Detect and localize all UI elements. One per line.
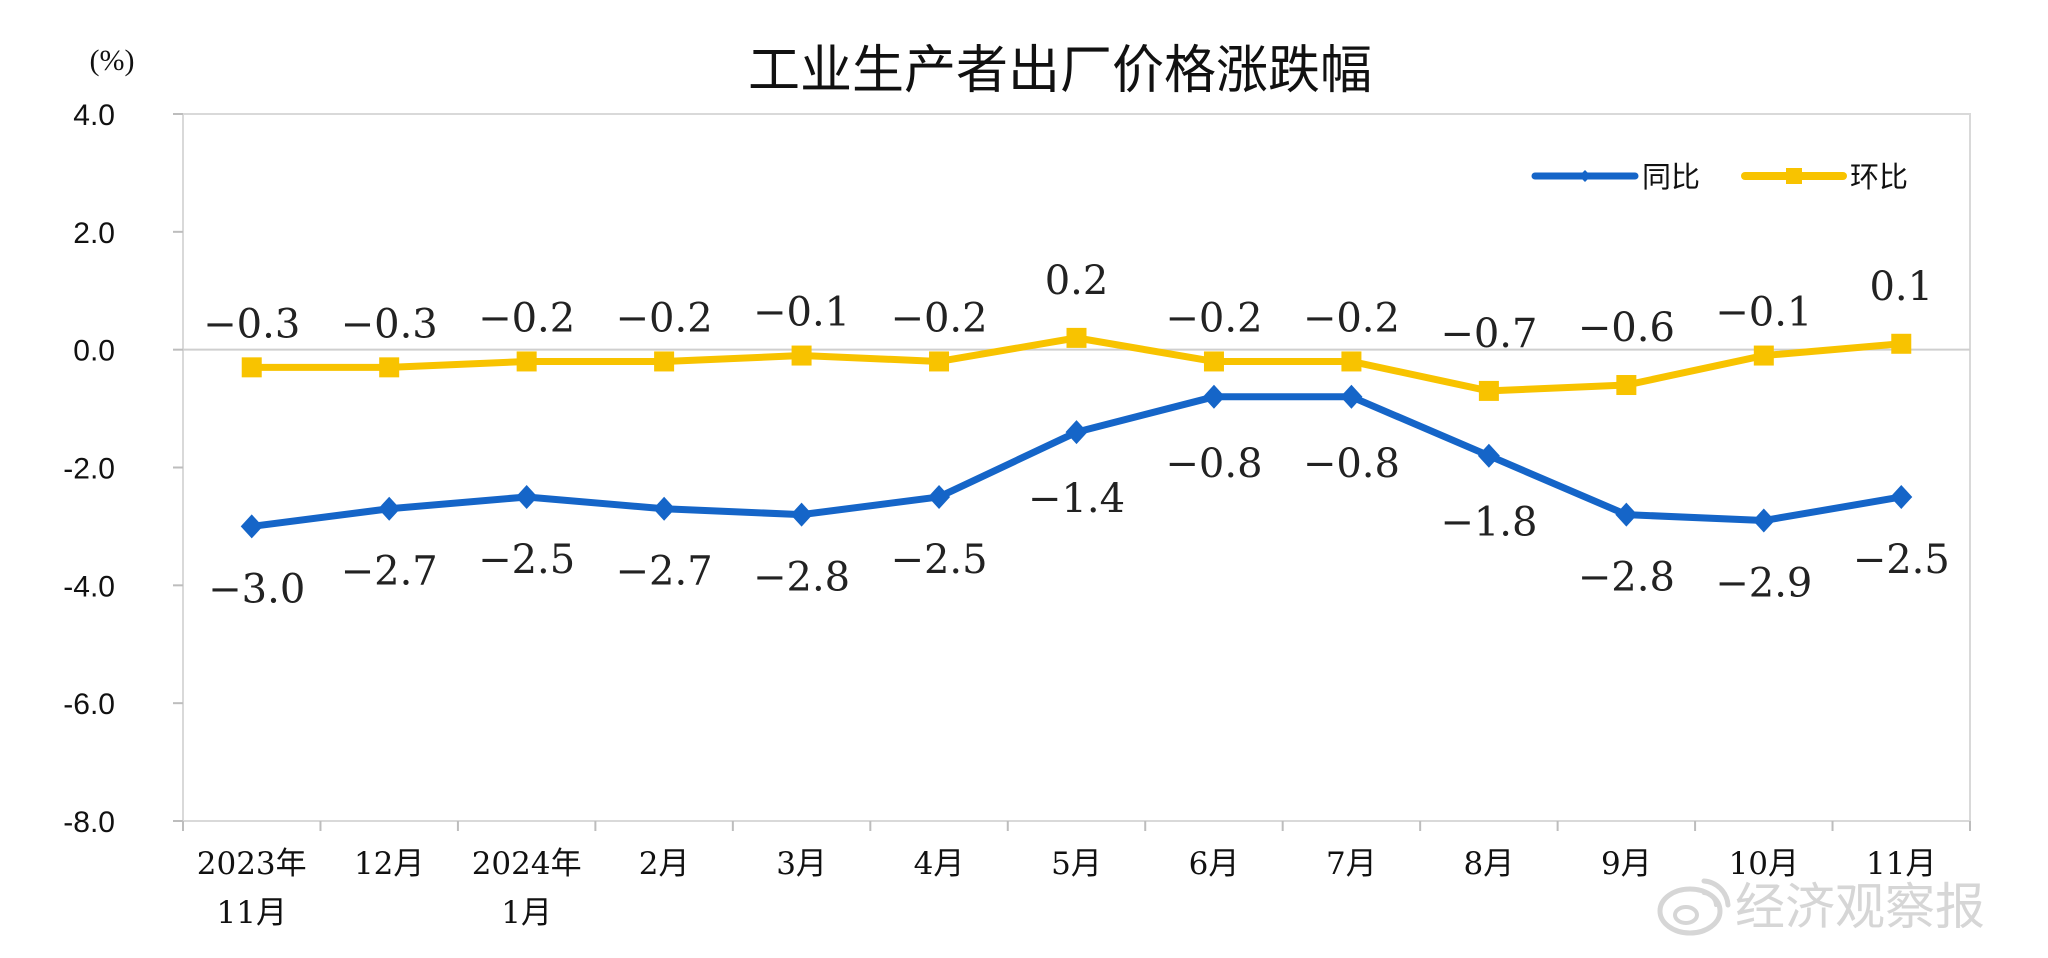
data-point-mom [1891,333,1912,354]
data-label-yoy: −3.0 [208,566,305,612]
y-tick-label: -8.0 [63,806,115,839]
data-point-yoy [1752,508,1775,533]
data-label-yoy: −2.8 [753,555,850,601]
legend-item-mom: 环比 [1741,160,1908,194]
data-point-mom [654,351,675,372]
data-point-yoy [653,496,676,521]
data-labels: −0.3 −0.3 −0.2 −0.2 −0.1 −0.20.2−0.2 −0.2 −0.7−… [203,258,1950,613]
legend-marker-yoy [1579,170,1591,182]
data-label-yoy: −2.5 [1853,537,1950,583]
data-label-yoy: −2.7 [616,549,713,595]
data-label-mom: 0.2 [1045,258,1109,304]
data-point-mom [1753,345,1774,366]
legend: 同比 环比 [1531,160,1908,194]
watermark-text: 经济观察报 [1735,878,1985,936]
x-tick-label: 1月 [501,895,552,931]
x-tick-label: 4月 [914,846,965,882]
x-tick-label: 8月 [1464,846,1515,882]
data-point-mom [379,357,400,378]
data-point-mom [1066,327,1087,348]
data-label-yoy: −1.4 [1028,476,1125,522]
data-point-mom [1478,380,1499,401]
x-tick-label: 2023年 [197,846,307,882]
x-axis: 2023年 11月 12月 2024年 1月 2月 3月 4月 5月 6月 7月 8月 9月 10月 11月 [182,821,1971,931]
x-tick-label: 11月 [217,895,287,931]
data-point-yoy [1340,384,1363,409]
data-point-yoy [515,484,538,509]
legend-item-yoy: 同比 [1531,160,1700,194]
data-point-yoy [1615,502,1638,527]
x-tick-label: 6月 [1189,846,1240,882]
data-point-mom [1203,351,1224,372]
weibo-icon [1657,878,1731,936]
data-label-mom: −0.3 [203,301,300,347]
data-label-mom: −0.2 [478,295,575,341]
data-label-yoy: −1.8 [1440,500,1537,546]
data-label-yoy: −2.7 [341,549,438,595]
data-label-yoy: −2.9 [1715,561,1812,607]
x-tick-label: 2024年 [472,846,582,882]
chart-title: 工业生产者出厂价格涨跌幅 [748,41,1372,101]
legend-marker-mom [1786,168,1802,184]
series-layer [240,327,1913,539]
data-point-mom [241,357,262,378]
legend-label-yoy: 同比 [1642,160,1700,194]
data-label-mom: −0.2 [890,295,987,341]
data-label-mom: −0.2 [616,295,713,341]
data-point-yoy [1477,443,1500,468]
data-point-yoy [790,502,813,527]
data-label-mom: −0.1 [1715,290,1812,336]
x-tick-label: 2月 [639,846,690,882]
x-tick-label: 7月 [1326,846,1377,882]
data-label-yoy: −0.8 [1165,441,1262,487]
watermark: 经济观察报 [1657,878,1985,936]
data-point-yoy [1890,484,1913,509]
y-unit-label: (%) [90,44,135,77]
y-tick-label: 2.0 [73,217,115,250]
data-point-yoy [928,484,951,509]
legend-label-mom: 环比 [1850,160,1908,194]
data-label-mom: −0.6 [1578,305,1675,351]
data-label-yoy: −2.8 [1578,555,1675,601]
y-tick-label: -6.0 [63,688,115,721]
data-label-mom: −0.7 [1440,311,1537,357]
data-label-mom: −0.2 [1303,295,1400,341]
data-label-yoy: −0.8 [1303,441,1400,487]
data-label-yoy: −2.5 [478,537,575,583]
data-point-yoy [1202,384,1225,409]
data-point-mom [1341,351,1362,372]
y-tick-label: -2.0 [63,453,115,486]
data-label-yoy: −2.5 [890,537,987,583]
data-point-yoy [1065,420,1088,445]
data-point-mom [791,345,812,366]
data-label-mom: −0.3 [341,301,438,347]
data-label-mom: 0.1 [1869,264,1933,310]
data-point-mom [516,351,537,372]
data-point-yoy [378,496,401,521]
plot-area-frame [182,113,1971,822]
x-tick-label: 9月 [1601,846,1652,882]
y-tick-label: 4.0 [73,99,115,132]
data-point-yoy [240,514,263,539]
x-tick-label: 3月 [776,846,827,882]
x-tick-label: 12月 [354,846,424,882]
x-tick-label: 11月 [1866,846,1936,882]
y-tick-label: 0.0 [73,335,115,368]
data-point-mom [1616,375,1637,396]
data-point-mom [929,351,950,372]
data-label-mom: −0.2 [1165,295,1262,341]
y-axis: 4.0 2.0 0.0 -2.0 -4.0 -6.0 -8.0 [63,99,183,839]
y-tick-label: -4.0 [63,570,115,603]
x-tick-label: 10月 [1729,846,1799,882]
data-label-mom: −0.1 [753,290,850,336]
x-tick-label: 5月 [1051,846,1102,882]
